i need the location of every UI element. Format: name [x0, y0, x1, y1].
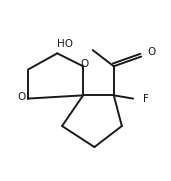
Text: O: O — [18, 92, 26, 102]
Text: HO: HO — [57, 39, 73, 49]
Text: O: O — [81, 59, 89, 69]
Text: F: F — [143, 94, 149, 104]
Text: O: O — [148, 47, 156, 57]
